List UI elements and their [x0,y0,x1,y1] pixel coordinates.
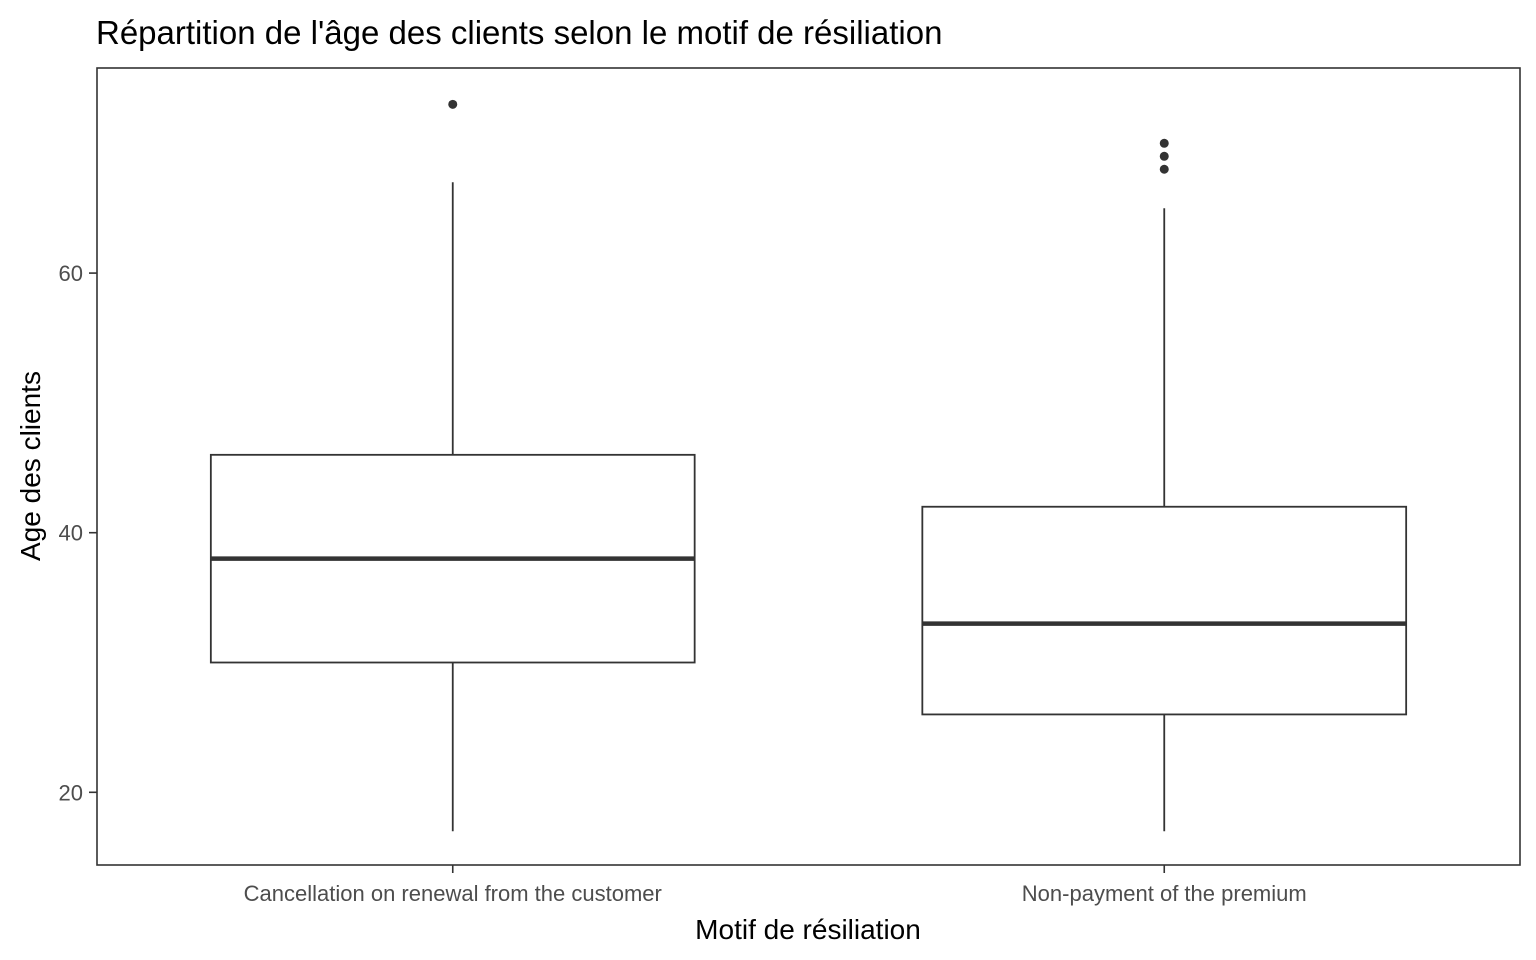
plot-marks [209,99,1408,832]
y-axis: 20 40 60 [59,261,97,805]
y-tick-label: 60 [59,261,83,286]
y-tick-label: 40 [59,521,83,546]
outlier-point [1159,164,1169,174]
y-tick-label: 20 [59,780,83,805]
x-axis: Cancellation on renewal from the custome… [244,865,1307,906]
x-tick-label: Non-payment of the premium [1022,881,1307,906]
outlier-point [448,99,458,109]
x-axis-title: Motif de résiliation [695,914,921,945]
y-axis-title: Age des clients [15,371,46,561]
outlier-point [1159,151,1169,161]
box-group-1 [209,99,696,832]
plot-panel [96,67,1521,866]
chart-title: Répartition de l'âge des clients selon l… [96,14,942,51]
box-group-2 [921,138,1408,832]
x-tick-label: Cancellation on renewal from the custome… [244,881,662,906]
iqr-box [921,505,1408,716]
outlier-point [1159,138,1169,148]
